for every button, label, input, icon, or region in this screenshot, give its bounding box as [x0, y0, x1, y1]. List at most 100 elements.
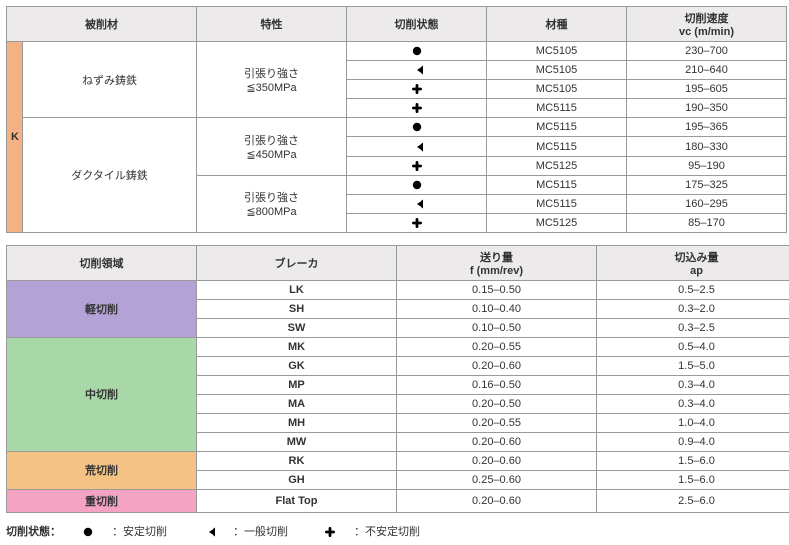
- cutting-speed-table: 被削材 特性 切削状態 材種 切削速度 vc (m/min) Kねずみ鋳鉄引張り…: [6, 6, 787, 233]
- state-icon-cell: [347, 80, 487, 99]
- depth-cell: 1.5–5.0: [597, 356, 789, 375]
- th-depth-l1: 切込み量: [675, 252, 719, 264]
- depth-cell: 2.5–6.0: [597, 489, 789, 512]
- stable-icon: [411, 179, 423, 191]
- depth-cell: 1.0–4.0: [597, 413, 789, 432]
- speed-cell: 160–295: [627, 194, 787, 213]
- th-depth-l2: ap: [690, 265, 703, 277]
- cutting-region-table: 切削領域 ブレーカ 送り量 f (mm/rev) 切込み量 ap 軽切削LK0.…: [6, 245, 789, 513]
- state-icon-cell: [347, 137, 487, 156]
- table-row: 荒切削RK0.20–0.601.5–6.0: [7, 451, 789, 470]
- depth-cell: 0.3–4.0: [597, 375, 789, 394]
- region-cell: 重切削: [7, 489, 197, 512]
- legend-item: ：安定切削: [82, 526, 185, 538]
- th-breaker: ブレーカ: [197, 245, 397, 280]
- feed-cell: 0.20–0.60: [397, 451, 597, 470]
- breaker-cell: Flat Top: [197, 489, 397, 512]
- feed-cell: 0.20–0.60: [397, 356, 597, 375]
- legend: 切削状態： ：安定切削 ：一般切削 ：不安定切削: [6, 523, 783, 539]
- stable-icon: [82, 526, 94, 538]
- breaker-cell: MK: [197, 337, 397, 356]
- grade-cell: MC5125: [487, 156, 627, 175]
- speed-cell: 230–700: [627, 42, 787, 61]
- th-state: 切削状態: [347, 7, 487, 42]
- state-icon-cell: [347, 42, 487, 61]
- state-icon-cell: [347, 99, 487, 118]
- breaker-cell: SH: [197, 299, 397, 318]
- property-cell: 引張り強さ≦800MPa: [197, 175, 347, 232]
- legend-item: ：一般切削: [203, 526, 306, 538]
- th-prop: 特性: [197, 7, 347, 42]
- feed-cell: 0.20–0.60: [397, 489, 597, 512]
- speed-cell: 210–640: [627, 61, 787, 80]
- depth-cell: 0.9–4.0: [597, 432, 789, 451]
- general-icon: [411, 140, 423, 152]
- general-icon: [203, 526, 215, 538]
- table-row: 軽切削LK0.15–0.500.5–2.5: [7, 280, 789, 299]
- feed-cell: 0.25–0.60: [397, 470, 597, 489]
- unstable-icon: [411, 217, 423, 229]
- th-feed-l2: f (mm/rev): [470, 265, 523, 277]
- th-region: 切削領域: [7, 245, 197, 280]
- depth-cell: 0.3–4.0: [597, 394, 789, 413]
- grade-cell: MC5115: [487, 99, 627, 118]
- general-icon: [411, 198, 423, 210]
- property-cell: 引張り強さ≦450MPa: [197, 118, 347, 175]
- th-depth: 切込み量 ap: [597, 245, 789, 280]
- unstable-icon: [324, 526, 336, 538]
- general-icon: [411, 64, 423, 76]
- legend-item: ：不安定切削: [324, 526, 438, 538]
- grade-cell: MC5105: [487, 80, 627, 99]
- region-cell: 中切削: [7, 337, 197, 451]
- depth-cell: 0.3–2.0: [597, 299, 789, 318]
- breaker-cell: SW: [197, 318, 397, 337]
- legend-label: ：一般切削: [233, 526, 288, 538]
- feed-cell: 0.16–0.50: [397, 375, 597, 394]
- table-row: 中切削MK0.20–0.550.5–4.0: [7, 337, 789, 356]
- grade-cell: MC5115: [487, 137, 627, 156]
- speed-cell: 195–365: [627, 118, 787, 137]
- depth-cell: 0.5–4.0: [597, 337, 789, 356]
- grade-cell: MC5125: [487, 213, 627, 232]
- material-cell: ねずみ鋳鉄: [23, 42, 197, 118]
- breaker-cell: GH: [197, 470, 397, 489]
- breaker-cell: MH: [197, 413, 397, 432]
- grade-cell: MC5115: [487, 118, 627, 137]
- depth-cell: 1.5–6.0: [597, 451, 789, 470]
- state-icon-cell: [347, 213, 487, 232]
- breaker-cell: GK: [197, 356, 397, 375]
- state-icon-cell: [347, 194, 487, 213]
- th-feed: 送り量 f (mm/rev): [397, 245, 597, 280]
- feed-cell: 0.15–0.50: [397, 280, 597, 299]
- feed-cell: 0.20–0.55: [397, 337, 597, 356]
- speed-cell: 95–190: [627, 156, 787, 175]
- state-icon-cell: [347, 61, 487, 80]
- feed-cell: 0.10–0.40: [397, 299, 597, 318]
- state-icon-cell: [347, 156, 487, 175]
- material-cell: ダクタイル鋳鉄: [23, 118, 197, 233]
- th-speed: 切削速度 vc (m/min): [627, 7, 787, 42]
- legend-title: 切削状態：: [6, 526, 61, 538]
- breaker-cell: LK: [197, 280, 397, 299]
- legend-label: ：不安定切削: [354, 526, 420, 538]
- breaker-cell: MA: [197, 394, 397, 413]
- feed-cell: 0.20–0.50: [397, 394, 597, 413]
- th-workpiece: 被削材: [7, 7, 197, 42]
- state-icon-cell: [347, 118, 487, 137]
- feed-cell: 0.20–0.60: [397, 432, 597, 451]
- unstable-icon: [411, 102, 423, 114]
- table-row: ダクタイル鋳鉄引張り強さ≦450MPaMC5115195–365: [7, 118, 787, 137]
- table-row: Kねずみ鋳鉄引張り強さ≦350MPaMC5105230–700: [7, 42, 787, 61]
- speed-cell: 195–605: [627, 80, 787, 99]
- breaker-cell: RK: [197, 451, 397, 470]
- state-icon-cell: [347, 175, 487, 194]
- grade-cell: MC5105: [487, 42, 627, 61]
- depth-cell: 0.5–2.5: [597, 280, 789, 299]
- grade-cell: MC5105: [487, 61, 627, 80]
- group-k-cell: K: [7, 42, 23, 233]
- stable-icon: [411, 121, 423, 133]
- th-speed-l2: vc (m/min): [679, 26, 734, 38]
- th-grade: 材種: [487, 7, 627, 42]
- grade-cell: MC5115: [487, 175, 627, 194]
- property-cell: 引張り強さ≦350MPa: [197, 42, 347, 118]
